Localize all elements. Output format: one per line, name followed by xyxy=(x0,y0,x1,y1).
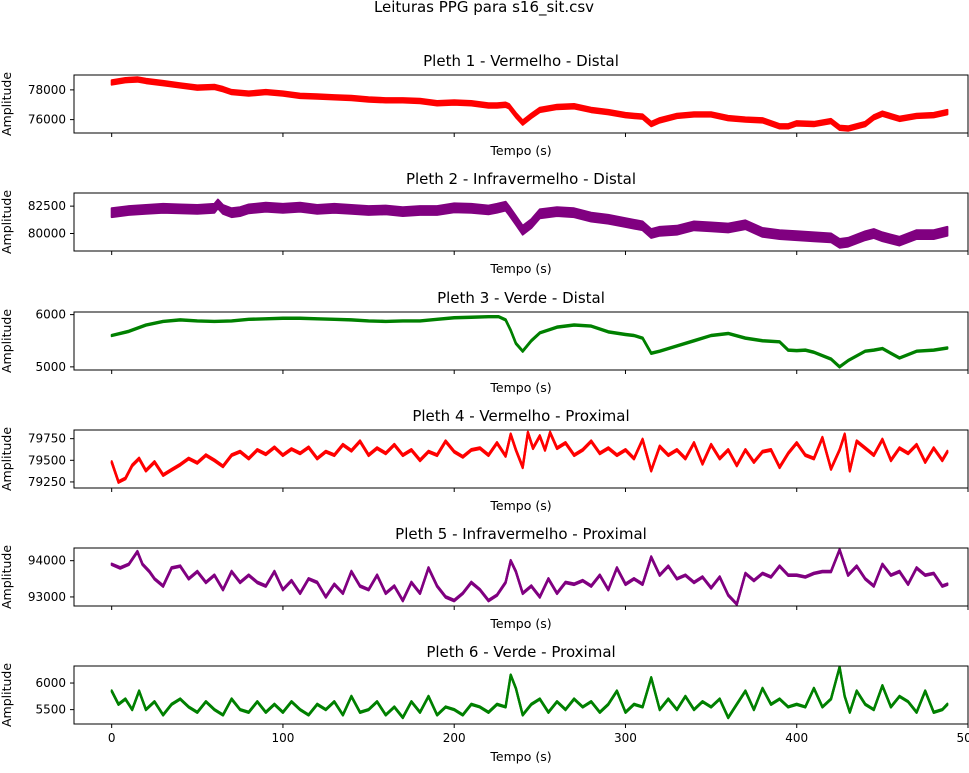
subplot-title: Pleth 5 - Infravermelho - Proximal xyxy=(395,525,647,543)
axes-frame xyxy=(73,665,969,725)
y-tick-label: 93000 xyxy=(28,590,66,604)
subplot-1: Pleth 1 - Vermelho - Distal 76000 78000 Tem… xyxy=(0,52,969,158)
y-tick-label: 79750 xyxy=(28,432,66,446)
y-tick-label: 82500 xyxy=(28,199,66,213)
y-tick-label: 80000 xyxy=(28,226,66,240)
subplot-3: Pleth 3 - Verde - Distal 5000 6000 Tempo (s… xyxy=(0,289,969,395)
x-axis-label: Tempo (s) xyxy=(489,380,551,395)
y-tick-label: 6000 xyxy=(35,676,66,690)
y-axis-label: Amplitude xyxy=(0,663,14,727)
y-axis-label: Amplitude xyxy=(0,190,14,254)
y-tick-label: 5000 xyxy=(35,360,66,374)
series-line xyxy=(110,431,949,484)
subplot-5: Pleth 5 - Infravermelho - Proximal 93000 9… xyxy=(0,525,969,631)
axes-frame xyxy=(73,192,969,252)
y-tick-label: 79500 xyxy=(28,453,66,467)
y-tick-label: 5500 xyxy=(35,703,66,717)
x-tick-label: 100 xyxy=(271,731,294,745)
subplot-6: Pleth 6 - Verde - Proximal 5500 6000 0 100 20… xyxy=(0,643,969,764)
axes-frame xyxy=(73,74,969,134)
axes-frame xyxy=(73,429,969,489)
y-tick-label: 76000 xyxy=(28,113,66,127)
subplot-title: Pleth 4 - Vermelho - Proximal xyxy=(412,407,629,425)
series-line xyxy=(111,548,948,606)
series-band xyxy=(110,76,949,132)
x-axis-label: Tempo (s) xyxy=(489,498,551,513)
y-tick-label: 79250 xyxy=(28,475,66,489)
x-tick-label: 0 xyxy=(108,731,116,745)
x-axis-label: Tempo (s) xyxy=(489,143,551,158)
x-tick-label: 400 xyxy=(785,731,808,745)
y-tick-label: 6000 xyxy=(35,308,66,322)
series-line xyxy=(111,315,948,369)
series-line xyxy=(110,666,949,719)
subplot-title: Pleth 6 - Verde - Proximal xyxy=(426,643,615,661)
x-tick-label: 200 xyxy=(443,731,466,745)
subplot-2: Pleth 2 - Infravermelho - Distal 80000 825… xyxy=(0,170,969,276)
series-band xyxy=(110,666,949,720)
axes-frame xyxy=(73,547,969,607)
figure-title: Leituras PPG para s16_sit.csv xyxy=(374,0,594,17)
subplot-4: Pleth 4 - Vermelho - Proximal 79250 79500 7… xyxy=(0,407,969,513)
x-axis-label: Tempo (s) xyxy=(489,616,551,631)
y-tick-label: 94000 xyxy=(28,554,66,568)
subplot-title: Pleth 1 - Vermelho - Distal xyxy=(423,52,619,70)
subplot-title: Pleth 2 - Infravermelho - Distal xyxy=(406,170,636,188)
y-axis-label: Amplitude xyxy=(0,309,14,373)
y-axis-label: Amplitude xyxy=(0,427,14,491)
subplots-container: Pleth 1 - Vermelho - Distal 76000 78000 Tem… xyxy=(0,52,969,764)
subplot-title: Pleth 3 - Verde - Distal xyxy=(437,289,605,307)
series-line xyxy=(111,202,948,245)
x-tick-label: 500 xyxy=(957,731,969,745)
y-axis-label: Amplitude xyxy=(0,545,14,609)
y-tick-label: 78000 xyxy=(28,83,66,97)
y-axis-label: Amplitude xyxy=(0,72,14,136)
series-line xyxy=(111,78,948,130)
x-tick-label: 300 xyxy=(614,731,637,745)
x-axis-label: Tempo (s) xyxy=(489,261,551,276)
axes-frame xyxy=(73,311,969,371)
x-axis-label: Tempo (s) xyxy=(489,749,551,764)
